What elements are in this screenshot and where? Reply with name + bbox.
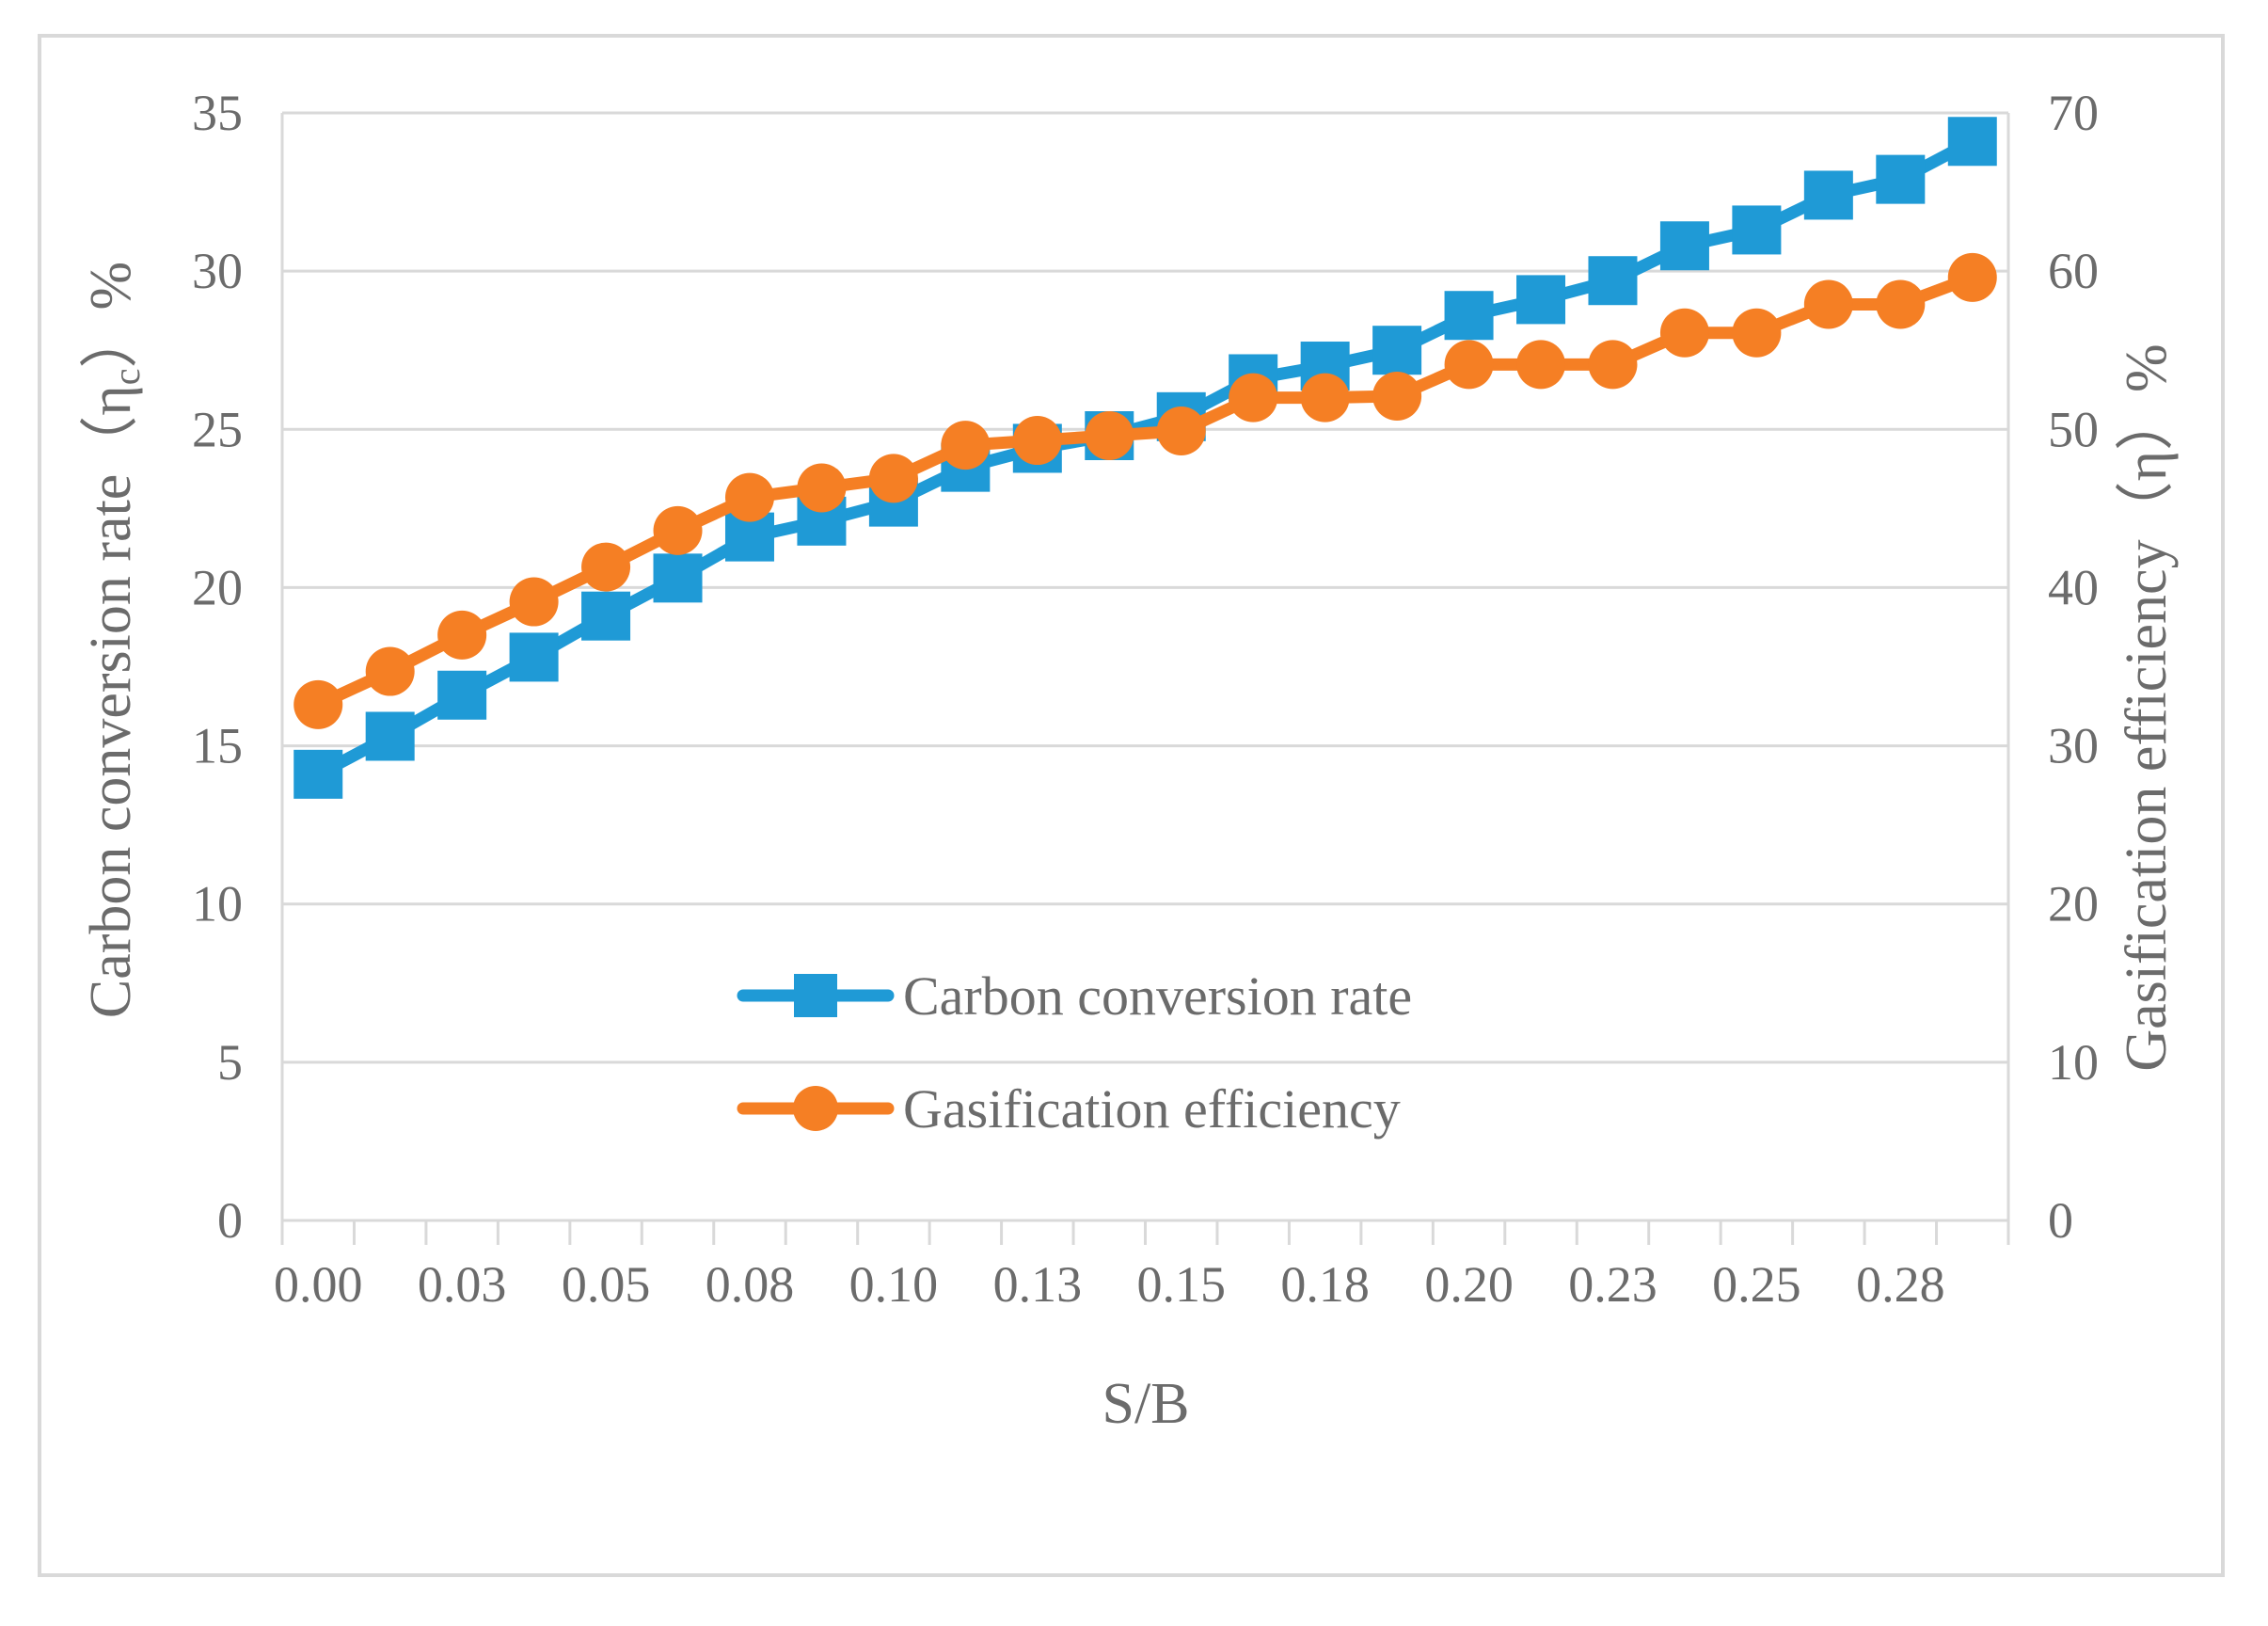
point-1-6 [724, 472, 774, 522]
x-tick-0.25: 0.25 [1712, 1256, 1801, 1313]
y-right-axis-title: Gasification efficiency（η）% [2115, 343, 2179, 1071]
legend-label-carbon: Carbon conversion rate [903, 965, 1412, 1027]
y-right-tick-20: 20 [2048, 876, 2099, 933]
legend-item-gasification: Gasification efficiency [737, 1078, 1401, 1140]
y-right-tick-40: 40 [2048, 559, 2099, 615]
point-1-7 [797, 463, 847, 513]
y-left-tick-25: 25 [192, 401, 243, 457]
y-left-tick-labels: 0 5 10 15 20 25 30 35 [192, 85, 243, 1249]
point-1-2 [437, 610, 487, 660]
y-left-tick-15: 15 [192, 718, 243, 774]
point-1-12 [1156, 406, 1206, 455]
x-tick-0.15: 0.15 [1136, 1256, 1226, 1313]
y-left-axis-title: Carbon conversion rate（ηc）% [79, 262, 148, 1018]
y-left-tick-20: 20 [192, 559, 243, 615]
point-1-22 [1876, 279, 1926, 329]
y-left-axis-title-sub: c [105, 369, 148, 386]
point-0-15 [1372, 326, 1422, 375]
point-0-5 [653, 553, 703, 603]
x-tick-0.20: 0.20 [1424, 1256, 1514, 1313]
x-tick-0.05: 0.05 [562, 1256, 651, 1313]
y-right-tick-30: 30 [2048, 718, 2099, 774]
y-right-tick-60: 60 [2048, 243, 2099, 299]
point-0-16 [1444, 291, 1494, 341]
point-0-23 [1947, 117, 1997, 167]
legend-marker-gasification [793, 1086, 838, 1131]
legend: Carbon conversion rate Gasification effi… [737, 965, 1412, 1140]
x-tick-labels: 0.00 0.03 0.05 0.08 0.10 0.13 0.15 0.18 0.20 0.23… [274, 1256, 1945, 1313]
point-1-10 [1012, 416, 1062, 466]
point-1-18 [1588, 340, 1638, 390]
point-1-14 [1300, 373, 1350, 422]
point-0-3 [509, 632, 559, 682]
chart-frame [38, 34, 2225, 1577]
x-tick-0.08: 0.08 [706, 1256, 795, 1313]
legend-item-carbon: Carbon conversion rate [737, 965, 1412, 1027]
y-left-axis-title-main: Carbon conversion rate（η [79, 385, 143, 1018]
y-right-tick-50: 50 [2048, 401, 2099, 457]
point-0-19 [1659, 221, 1709, 271]
series-0 [293, 117, 1997, 799]
point-1-11 [1085, 411, 1134, 461]
y-right-tick-0: 0 [2048, 1192, 2073, 1249]
y-right-tick-labels: 0 10 20 30 40 50 60 70 [2048, 85, 2099, 1249]
x-tick-0.18: 0.18 [1280, 1256, 1370, 1313]
y-left-tick-10: 10 [192, 876, 243, 933]
y-right-tick-70: 70 [2048, 85, 2099, 141]
point-1-4 [581, 542, 631, 592]
point-1-15 [1372, 371, 1422, 421]
point-1-9 [941, 421, 991, 470]
point-1-19 [1659, 308, 1709, 358]
point-1-17 [1516, 340, 1566, 390]
y-left-tick-30: 30 [192, 243, 243, 299]
x-tick-0.10: 0.10 [849, 1256, 939, 1313]
point-1-13 [1229, 373, 1278, 422]
point-1-0 [293, 679, 343, 729]
series-line-0 [311, 135, 1979, 781]
x-tick-0.13: 0.13 [993, 1256, 1083, 1313]
point-0-21 [1803, 170, 1853, 220]
point-0-20 [1732, 205, 1782, 255]
y-left-tick-5: 5 [217, 1034, 243, 1091]
point-0-22 [1876, 154, 1926, 204]
point-0-0 [293, 749, 343, 799]
point-1-8 [868, 454, 918, 503]
y-left-axis-title-tail: ）% [79, 262, 143, 369]
point-1-20 [1732, 308, 1782, 358]
point-1-1 [365, 646, 415, 696]
axes [280, 113, 2010, 1245]
point-1-21 [1803, 279, 1853, 329]
x-axis-title: S/B [1102, 1372, 1189, 1436]
x-tick-0.23: 0.23 [1568, 1256, 1657, 1313]
point-0-4 [581, 591, 631, 641]
point-1-16 [1444, 340, 1494, 390]
x-tick-0.00: 0.00 [274, 1256, 363, 1313]
series-group [293, 117, 1997, 799]
y-left-tick-0: 0 [217, 1192, 243, 1249]
point-0-18 [1588, 256, 1638, 306]
series-1 [293, 252, 1997, 729]
legend-marker-carbon [794, 974, 837, 1017]
point-0-17 [1516, 275, 1566, 325]
point-0-2 [437, 670, 487, 720]
legend-label-gasification: Gasification efficiency [903, 1078, 1401, 1140]
point-1-3 [509, 577, 559, 627]
y-right-tick-10: 10 [2048, 1034, 2099, 1091]
x-tick-0.28: 0.28 [1856, 1256, 1945, 1313]
point-0-1 [365, 711, 415, 761]
y-left-tick-35: 35 [192, 85, 243, 141]
point-1-23 [1947, 252, 1997, 302]
x-tick-0.03: 0.03 [418, 1256, 507, 1313]
point-1-5 [653, 505, 703, 555]
